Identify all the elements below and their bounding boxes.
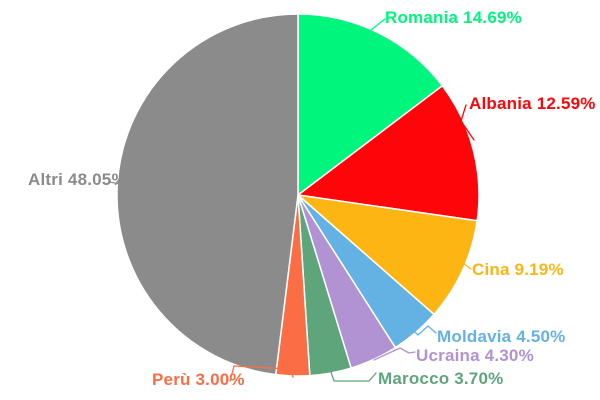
leader-line-albania — [460, 104, 475, 141]
leader-line-peru — [229, 365, 294, 382]
leader-line-cina — [454, 262, 472, 273]
pie-slice-cina[interactable] — [297, 194, 478, 316]
pie-slice-romania[interactable] — [297, 13, 444, 196]
leader-line-ucraina — [373, 347, 416, 361]
pie-slice-albania[interactable] — [297, 85, 480, 222]
leader-line-marocco — [330, 371, 377, 382]
pie-slice-altri[interactable] — [116, 13, 299, 376]
leader-line-altri — [108, 181, 122, 185]
leader-line-romania — [370, 18, 386, 31]
leader-line-moldavia — [409, 325, 437, 336]
